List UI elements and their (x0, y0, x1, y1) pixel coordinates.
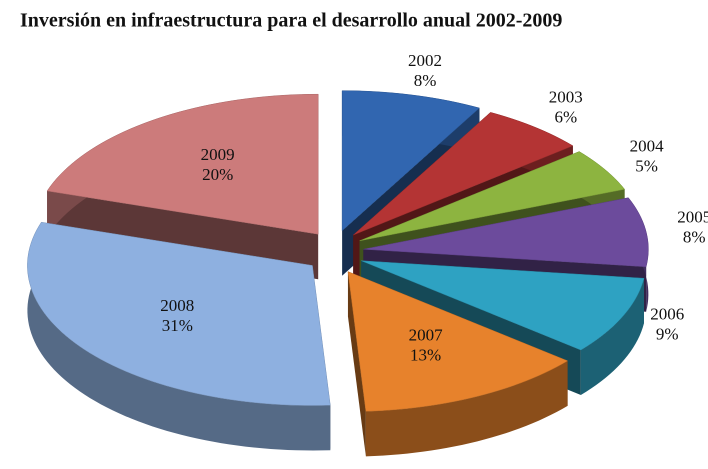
data-label: 6% (554, 108, 577, 127)
data-label: 31% (162, 316, 193, 335)
slice-top (353, 112, 574, 236)
slice-side (580, 278, 645, 395)
slice-top (347, 271, 569, 412)
data-label-category: 2009 (201, 145, 235, 164)
slice (27, 221, 331, 451)
slice-side (347, 271, 366, 457)
slice-top (27, 221, 331, 406)
slice-side (27, 222, 331, 451)
data-label-category: 2004 (630, 136, 665, 155)
slice-top (363, 197, 649, 268)
data-label-category: 2003 (549, 88, 583, 107)
data-label: 9% (656, 325, 679, 344)
data-label-category: 2007 (409, 325, 444, 344)
data-label-category: 2006 (650, 305, 684, 324)
slice-side (365, 360, 568, 457)
data-label-category: 2005 (677, 208, 708, 227)
data-label: 5% (635, 156, 658, 175)
data-label: 20% (202, 165, 233, 184)
data-label-category: 2008 (160, 296, 194, 315)
slice-top (341, 90, 480, 232)
slice-top (359, 151, 626, 242)
slice (347, 271, 569, 457)
chart-title: Inversión en infraestructura para el des… (20, 10, 562, 32)
slice-top (46, 93, 319, 235)
data-label-category: 2002 (408, 51, 442, 70)
data-label: 8% (414, 71, 437, 90)
slice-top (361, 260, 645, 351)
data-label: 13% (410, 345, 441, 364)
data-label: 8% (683, 228, 706, 247)
